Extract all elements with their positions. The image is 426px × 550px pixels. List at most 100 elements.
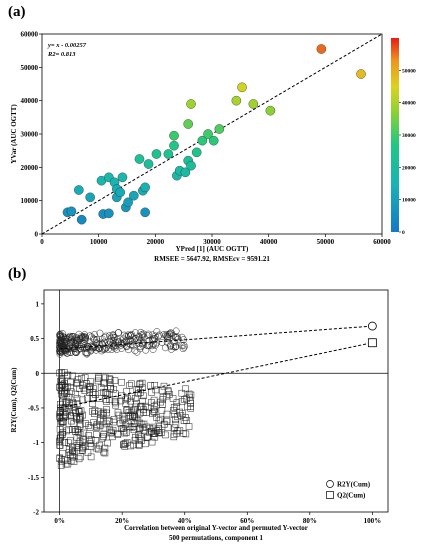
r2y-permutation-marker: [139, 341, 147, 349]
q2-permutation-marker: [89, 400, 96, 408]
data-point: [180, 167, 191, 178]
q2-permutation-marker: [187, 391, 195, 399]
data-point: [231, 95, 242, 106]
q2-permutation-marker: [115, 411, 123, 419]
q2-permutation-marker: [106, 375, 113, 382]
q2-permutation-marker: [107, 383, 114, 390]
y-tick-label: -0.5: [28, 404, 40, 412]
q2-permutation-marker: [95, 445, 102, 453]
q2-permutation-marker: [172, 416, 179, 423]
r2y-permutation-marker: [149, 345, 157, 353]
q2-permutation-marker: [140, 420, 148, 428]
q2-permutation-marker: [70, 404, 78, 411]
data-point: [117, 172, 128, 183]
q2-permutation-marker: [156, 415, 164, 423]
r2y-permutation-marker: [158, 339, 166, 346]
q2-permutation-marker: [109, 433, 116, 441]
q2-permutation-marker: [155, 417, 163, 425]
q2-permutation-marker: [140, 409, 147, 416]
y-tick-label: 50000: [21, 64, 39, 72]
q2-permutation-marker: [107, 429, 115, 437]
q2-permutation-marker: [58, 391, 66, 398]
q2-permutation-marker: [148, 438, 156, 446]
colorbar-tick-label: 10000: [402, 198, 416, 204]
q2-permutation-marker: [136, 381, 143, 388]
r2y-permutation-marker: [179, 345, 187, 353]
panel-b-y-axis-label: R2Y(Cum), Q2(Cum): [10, 367, 18, 433]
q2-permutation-marker: [60, 392, 67, 400]
q2-permutation-marker: [122, 396, 129, 404]
q2-permutation-marker: [172, 420, 180, 428]
q2-permutation-marker: [166, 391, 173, 398]
q2-permutation-marker: [126, 382, 133, 389]
data-point: [208, 135, 219, 146]
q2-permutation-marker: [104, 417, 112, 424]
q2-permutation-marker: [76, 414, 84, 422]
q2-permutation-marker: [93, 422, 100, 430]
q2-permutation-marker: [127, 397, 134, 405]
q2-permutation-marker: [64, 457, 71, 464]
r2y-permutation-marker: [96, 329, 104, 337]
x-tick-label: 20000: [147, 238, 165, 246]
q2-permutation-marker: [129, 413, 136, 420]
r2y-permutation-marker: [114, 329, 122, 337]
q2-permutation-marker: [140, 392, 147, 400]
q2-permutation-marker: [119, 416, 127, 424]
q2-permutation-marker: [58, 431, 66, 439]
q2-permutation-marker: [135, 441, 142, 448]
y-tick-label: 20000: [21, 164, 39, 172]
r2y-permutation-marker: [61, 346, 69, 354]
q2-permutation-marker: [63, 427, 70, 435]
r2y-permutation-marker: [91, 331, 99, 338]
q2-permutation-marker: [68, 417, 75, 425]
r2y-permutation-marker: [81, 344, 89, 352]
colorbar-ticks: 0 10000 20000 30000 40000 50000: [399, 68, 416, 236]
y-tick-label: -1.5: [28, 474, 40, 482]
q2-permutation-marker: [80, 429, 88, 437]
q2-permutation-marker: [158, 429, 165, 436]
panel-b-x-axis-label: Correlation between original Y-vector an…: [124, 524, 308, 532]
x-tick-label: 0: [40, 238, 44, 246]
data-point: [169, 140, 179, 151]
q2-permutation-marker: [81, 387, 89, 394]
q2-permutation-marker: [72, 428, 79, 435]
q2-permutation-marker: [87, 436, 95, 443]
q2-permutation-marker: [73, 433, 81, 441]
q2-permutation-marker: [101, 449, 109, 457]
q2-permutation-marker: [142, 402, 149, 410]
q2-permutation-marker: [163, 392, 170, 400]
data-point: [316, 44, 327, 54]
x-tick-label: 40000: [260, 238, 278, 246]
r2y-permutation-marker: [88, 341, 96, 349]
r2y-permutation-marker: [80, 333, 88, 341]
legend-label: Q2(Cum): [337, 492, 366, 500]
q2-permutation-marker: [182, 385, 189, 393]
r2y-permutation-marker: [180, 341, 188, 349]
r2-value: R2= 0.813: [47, 51, 76, 58]
r2y-permutation-marker: [109, 340, 117, 348]
r2y-permutation-marker: [72, 349, 80, 356]
q2-permutation-marker: [132, 403, 139, 411]
y-tick-label: 30000: [21, 131, 39, 139]
q2-permutation-marker: [131, 405, 139, 413]
q2-permutation-marker: [136, 380, 144, 387]
x-tick-label: 60%: [240, 517, 254, 525]
q2-permutation-marker: [150, 396, 158, 404]
data-point: [163, 149, 174, 159]
x-tick-label: 50000: [317, 238, 335, 246]
q2-permutation-marker: [187, 400, 194, 407]
q2-permutation-marker: [100, 380, 107, 387]
q2-permutation-marker: [163, 418, 171, 426]
x-tick-label: 100%: [364, 517, 382, 525]
q2-permutation-marker: [139, 384, 146, 392]
q2-original-marker: [367, 338, 377, 348]
q2-permutation-marker: [114, 431, 122, 438]
permutation-markers: [56, 327, 195, 469]
q2-permutation-marker: [102, 389, 109, 397]
q2-permutation-marker: [163, 416, 171, 424]
data-point: [191, 147, 202, 158]
q2-permutation-marker: [131, 436, 139, 444]
q2-permutation-marker: [93, 424, 101, 431]
r2y-permutation-marker: [172, 334, 180, 342]
data-point: [134, 154, 145, 164]
